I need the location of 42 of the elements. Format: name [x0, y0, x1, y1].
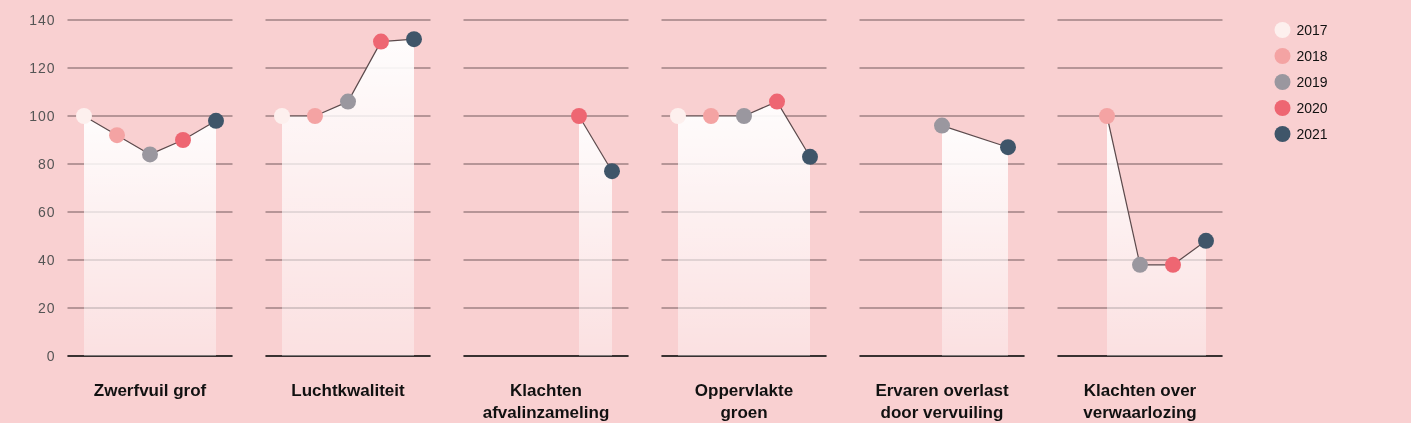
y-tick-label: 0	[46, 347, 56, 364]
point	[406, 31, 422, 48]
point	[769, 93, 785, 110]
point	[1000, 139, 1016, 156]
legend-label: 2018	[1296, 48, 1328, 64]
legend-label: 2021	[1296, 126, 1328, 142]
point	[571, 108, 587, 124]
point	[802, 148, 818, 165]
point	[76, 108, 92, 124]
legend-label: 2017	[1296, 22, 1328, 38]
series-label: Luchtkwaliteit	[291, 381, 406, 400]
point	[934, 117, 950, 134]
y-tick-label: 40	[37, 251, 56, 268]
point	[109, 127, 125, 144]
point	[703, 108, 719, 124]
y-tick-label: 140	[29, 11, 56, 28]
point	[670, 108, 686, 124]
point	[340, 93, 356, 110]
point	[208, 112, 224, 129]
point	[274, 108, 290, 124]
point	[142, 146, 158, 163]
legend-label: 2019	[1296, 74, 1328, 90]
legend-label: 2020	[1296, 100, 1328, 116]
point	[175, 132, 191, 148]
series-label: Oppervlakte groen	[694, 381, 794, 422]
point	[1165, 256, 1181, 273]
series-label: Klachten over verwaarlozing	[1083, 381, 1197, 422]
point	[373, 33, 389, 50]
y-tick-label: 60	[37, 203, 56, 220]
point	[604, 163, 620, 180]
point	[736, 108, 752, 124]
point	[1132, 256, 1148, 273]
point	[1099, 108, 1115, 124]
series-label: Klachten afvalinzameling	[482, 381, 610, 422]
y-tick-label: 80	[37, 155, 56, 172]
series-label: Ervaren overlast door vervuiling	[875, 381, 1009, 422]
y-tick-label: 120	[29, 59, 56, 76]
point	[307, 108, 323, 124]
y-tick-label: 100	[29, 107, 56, 124]
series-label: Zwerfvuil grof	[93, 381, 207, 400]
point	[1198, 232, 1214, 249]
y-tick-label: 20	[37, 299, 56, 316]
